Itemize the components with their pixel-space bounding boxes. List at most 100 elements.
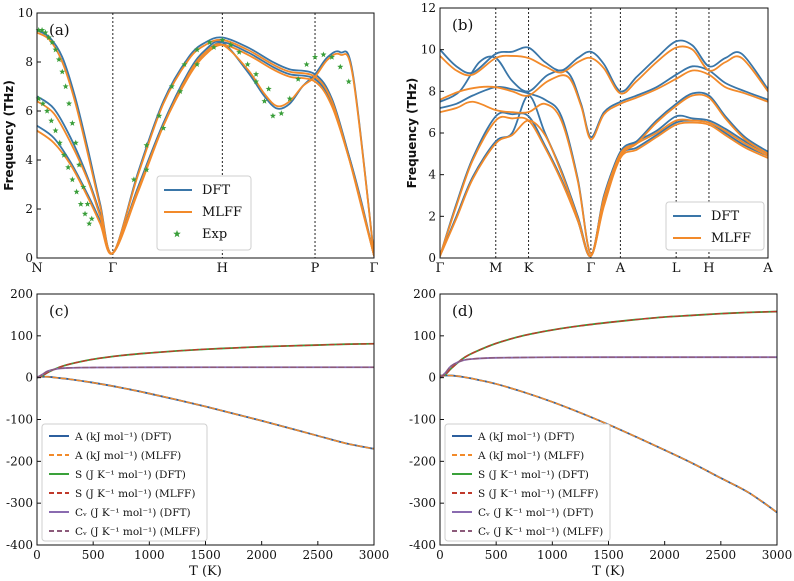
panel-b-dispersion: Γ M K Γ A L H A 0 2 4 6 8 10 12 Frequency (THz) (b) DFT ML…	[405, 1, 773, 276]
panel-label: (b)	[452, 16, 473, 34]
legend-entry: S (J K⁻¹ mol⁻¹) (MLFF)	[75, 488, 195, 500]
exp-point	[320, 51, 327, 58]
high-symmetry-label: L	[672, 261, 681, 276]
high-symmetry-label: M	[489, 261, 502, 276]
x-axis-title: T (K)	[189, 564, 222, 579]
legend-entry: S (J K⁻¹ mol⁻¹) (DFT)	[75, 469, 186, 481]
y-tick-label: 0	[25, 371, 33, 385]
legend-entry: Exp	[202, 227, 227, 242]
legend-entry: Cᵥ (J K⁻¹ mol⁻¹) (MLFF)	[478, 526, 603, 538]
y-tick-label: 8	[25, 55, 33, 69]
high-symmetry-label: Γ	[435, 261, 444, 276]
high-symmetry-label: P	[311, 261, 320, 276]
exp-point	[35, 26, 42, 33]
exp-point	[219, 36, 226, 43]
x-tick-label: 2000	[246, 548, 277, 562]
legend-entry: S (J K⁻¹ mol⁻¹) (DFT)	[478, 469, 589, 481]
high-symmetry-label: Γ	[586, 261, 595, 276]
legend: A (kJ mol⁻¹) (DFT) A (kJ mol⁻¹) (MLFF) S (…	[41, 423, 208, 542]
x-tick-label: 2500	[706, 548, 737, 562]
x-tick-label: 1500	[190, 548, 221, 562]
exp-point	[42, 29, 49, 36]
y-tick-label: 200	[413, 287, 436, 301]
series-line-dft	[440, 39, 768, 93]
exp-point	[69, 176, 76, 183]
y-tick-label: -200	[409, 454, 436, 468]
y-tick-label: -300	[409, 496, 436, 510]
high-symmetry-label: A	[762, 261, 773, 276]
exp-point	[65, 100, 73, 107]
panel-label: (d)	[452, 302, 473, 320]
series-line-a_mlff	[37, 376, 374, 450]
x-axis-title: T (K)	[592, 564, 625, 579]
y-tick-label: 4	[428, 168, 436, 182]
y-tick-label: 10	[18, 6, 33, 20]
exp-point	[65, 164, 72, 170]
legend-entry: DFT	[202, 183, 230, 198]
exp-point	[156, 112, 163, 119]
exp-point	[44, 107, 51, 114]
legend-box	[156, 175, 252, 251]
exp-point	[278, 110, 285, 117]
exp-point	[39, 100, 46, 107]
exp-point	[244, 61, 251, 68]
exp-point	[261, 98, 268, 104]
exp-point	[345, 78, 352, 85]
y-tick-label: 8	[428, 84, 436, 98]
exp-point	[143, 142, 150, 148]
legend-entry: MLFF	[202, 205, 242, 220]
y-tick-label: 0	[428, 371, 436, 385]
x-tick-label: 0	[33, 548, 41, 562]
exp-point	[303, 61, 310, 68]
x-tick-label: 2500	[303, 548, 334, 562]
exp-point	[86, 220, 93, 227]
legend-entry: Cᵥ (J K⁻¹ mol⁻¹) (MLFF)	[75, 526, 200, 538]
y-tick-label: -400	[6, 538, 33, 552]
exp-point	[72, 139, 79, 146]
x-tick-label: 1000	[134, 548, 165, 562]
high-symmetry-label: H	[703, 261, 714, 276]
y-tick-label: 4	[25, 153, 33, 167]
panel-label: (a)	[49, 21, 70, 39]
legend-entry: Cᵥ (J K⁻¹ mol⁻¹) (DFT)	[478, 507, 594, 519]
high-symmetry-label: H	[217, 261, 228, 276]
exp-point	[328, 53, 335, 60]
series-line-s_dft	[440, 310, 777, 379]
x-tick-label: 0	[436, 548, 444, 562]
legend: DFT MLFF	[665, 201, 765, 251]
y-tick-label: -100	[409, 413, 436, 427]
y-tick-label: 100	[10, 329, 33, 343]
exp-point	[181, 61, 188, 68]
exp-point	[210, 44, 217, 50]
y-tick-label: -400	[409, 538, 436, 552]
high-symmetry-label: A	[615, 261, 626, 276]
exp-point	[69, 120, 76, 126]
series-line-mlff	[37, 31, 374, 257]
exp-point	[227, 41, 234, 48]
panel-a-dispersion: N Γ H P Γ 0 2 4 6 8 10 Frequency (THz) (a) DFT MLFF Exp	[2, 6, 379, 276]
exp-point	[77, 200, 84, 207]
legend: DFT MLFF Exp	[156, 175, 252, 251]
exp-point	[76, 161, 83, 168]
series-line-s_mlff	[440, 310, 777, 379]
series-line-cv_mlff	[440, 356, 777, 379]
y-axis-title: Frequency (THz)	[405, 78, 419, 189]
x-tick-label: 500	[82, 548, 105, 562]
exp-point	[48, 117, 55, 124]
legend-entry: A (kJ mol⁻¹) (DFT)	[477, 431, 575, 443]
x-tick-label: 1500	[593, 548, 624, 562]
high-symmetry-label: N	[31, 261, 42, 276]
legend-box	[444, 423, 611, 542]
exp-point	[60, 151, 67, 158]
exp-point	[160, 124, 167, 131]
series-line-cv_mlff	[37, 366, 374, 379]
axes-frame	[36, 12, 375, 259]
series-line-mlff	[440, 119, 768, 257]
series-line-mlff	[440, 69, 768, 141]
exp-point	[253, 71, 260, 77]
exp-point	[52, 46, 59, 53]
exp-point	[206, 39, 213, 45]
series-line-mlff	[37, 43, 374, 257]
series-line-a_mlff	[440, 374, 777, 514]
